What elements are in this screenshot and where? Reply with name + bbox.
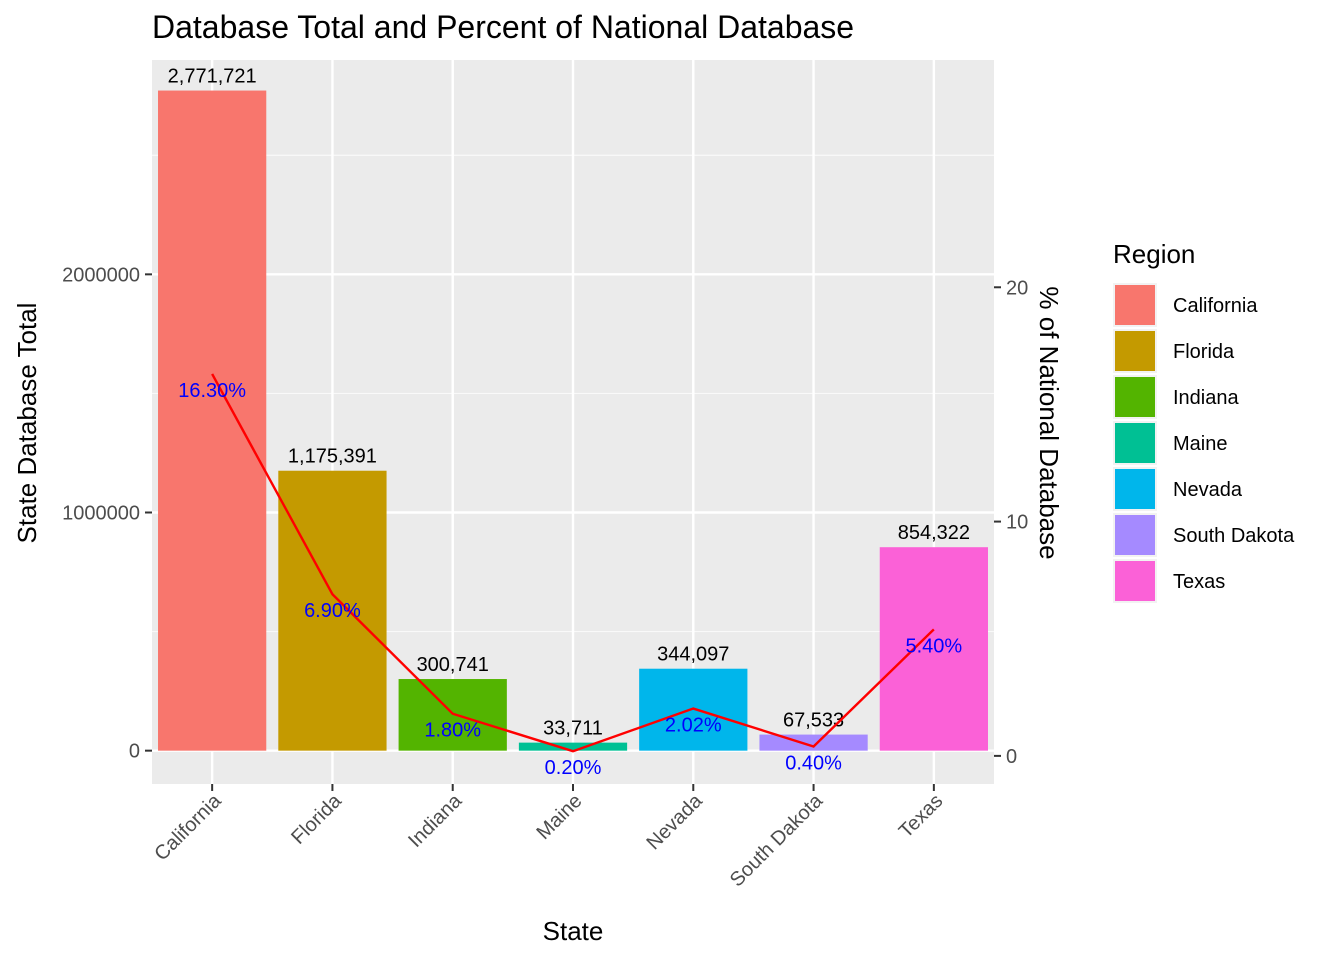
legend-label: Indiana: [1173, 387, 1239, 409]
legend-label: Maine: [1173, 433, 1227, 455]
legend-swatch: [1115, 331, 1155, 371]
percent-label: 2.02%: [665, 715, 722, 737]
bar-value-label: 33,711: [543, 718, 603, 740]
plot-panel: 2,771,721 1,175,391 300,741 33,711 344,097 67…: [152, 60, 994, 784]
bar-value-label: 2,771,721: [168, 66, 257, 88]
x-tick-label: Nevada: [643, 789, 708, 854]
legend-label: South Dakota: [1173, 525, 1295, 547]
percent-label: 0.40%: [785, 753, 842, 775]
percent-label: 6.90%: [304, 600, 361, 622]
legend-swatch: [1115, 515, 1155, 555]
bar-california: [158, 90, 267, 751]
legend-label: California: [1173, 295, 1258, 317]
legend-swatch: [1115, 561, 1155, 601]
legend-label: Florida: [1173, 341, 1235, 363]
y-tick-label: 0: [129, 741, 140, 763]
bar-value-label: 344,097: [657, 644, 729, 666]
percent-label: 5.40%: [905, 635, 962, 657]
x-tick-label: Texas: [895, 790, 948, 843]
bar-maine: [518, 742, 628, 751]
bar-value-label: 854,322: [898, 522, 970, 544]
y2-tick-label: 10: [1006, 512, 1028, 534]
bar-value-label: 67,533: [783, 710, 844, 732]
bar-texas: [879, 547, 988, 751]
bar-florida: [278, 470, 387, 751]
x-tick-label: Indiana: [404, 789, 467, 852]
x-axis-title: State: [543, 916, 604, 946]
legend-swatch: [1115, 285, 1155, 325]
legend-swatch: [1115, 423, 1155, 463]
percent-line: [211, 373, 935, 753]
bar-value-label: 300,741: [417, 654, 489, 676]
bar-value-label: 1,175,391: [288, 446, 377, 468]
x-tick-label: South Dakota: [726, 789, 828, 891]
legend: Region California Florida Indiana Maine Neva…: [1113, 239, 1295, 603]
y-tick-label: 1000000: [62, 503, 140, 525]
legend-label: Texas: [1173, 571, 1225, 593]
percent-label: 0.20%: [545, 757, 602, 779]
y2-axis-title: % of National Database: [1034, 286, 1064, 559]
y2-tick-label: 20: [1006, 277, 1028, 299]
y-axis-title: State Database Total: [12, 303, 42, 544]
bar-south-dakota: [759, 734, 868, 751]
x-tick-label: California: [150, 789, 226, 865]
y2-tick-label: 0: [1006, 746, 1017, 768]
percent-label: 1.80%: [424, 720, 481, 742]
y-tick-label: 2000000: [62, 264, 140, 286]
legend-swatch: [1115, 377, 1155, 417]
legend-title: Region: [1113, 239, 1195, 269]
legend-swatch: [1115, 469, 1155, 509]
x-tick-label: Florida: [287, 789, 346, 848]
chart-title: Database Total and Percent of National D…: [152, 9, 854, 45]
legend-label: Nevada: [1173, 479, 1243, 501]
x-tick-label: Maine: [532, 790, 586, 844]
percent-label: 16.30%: [178, 380, 246, 402]
